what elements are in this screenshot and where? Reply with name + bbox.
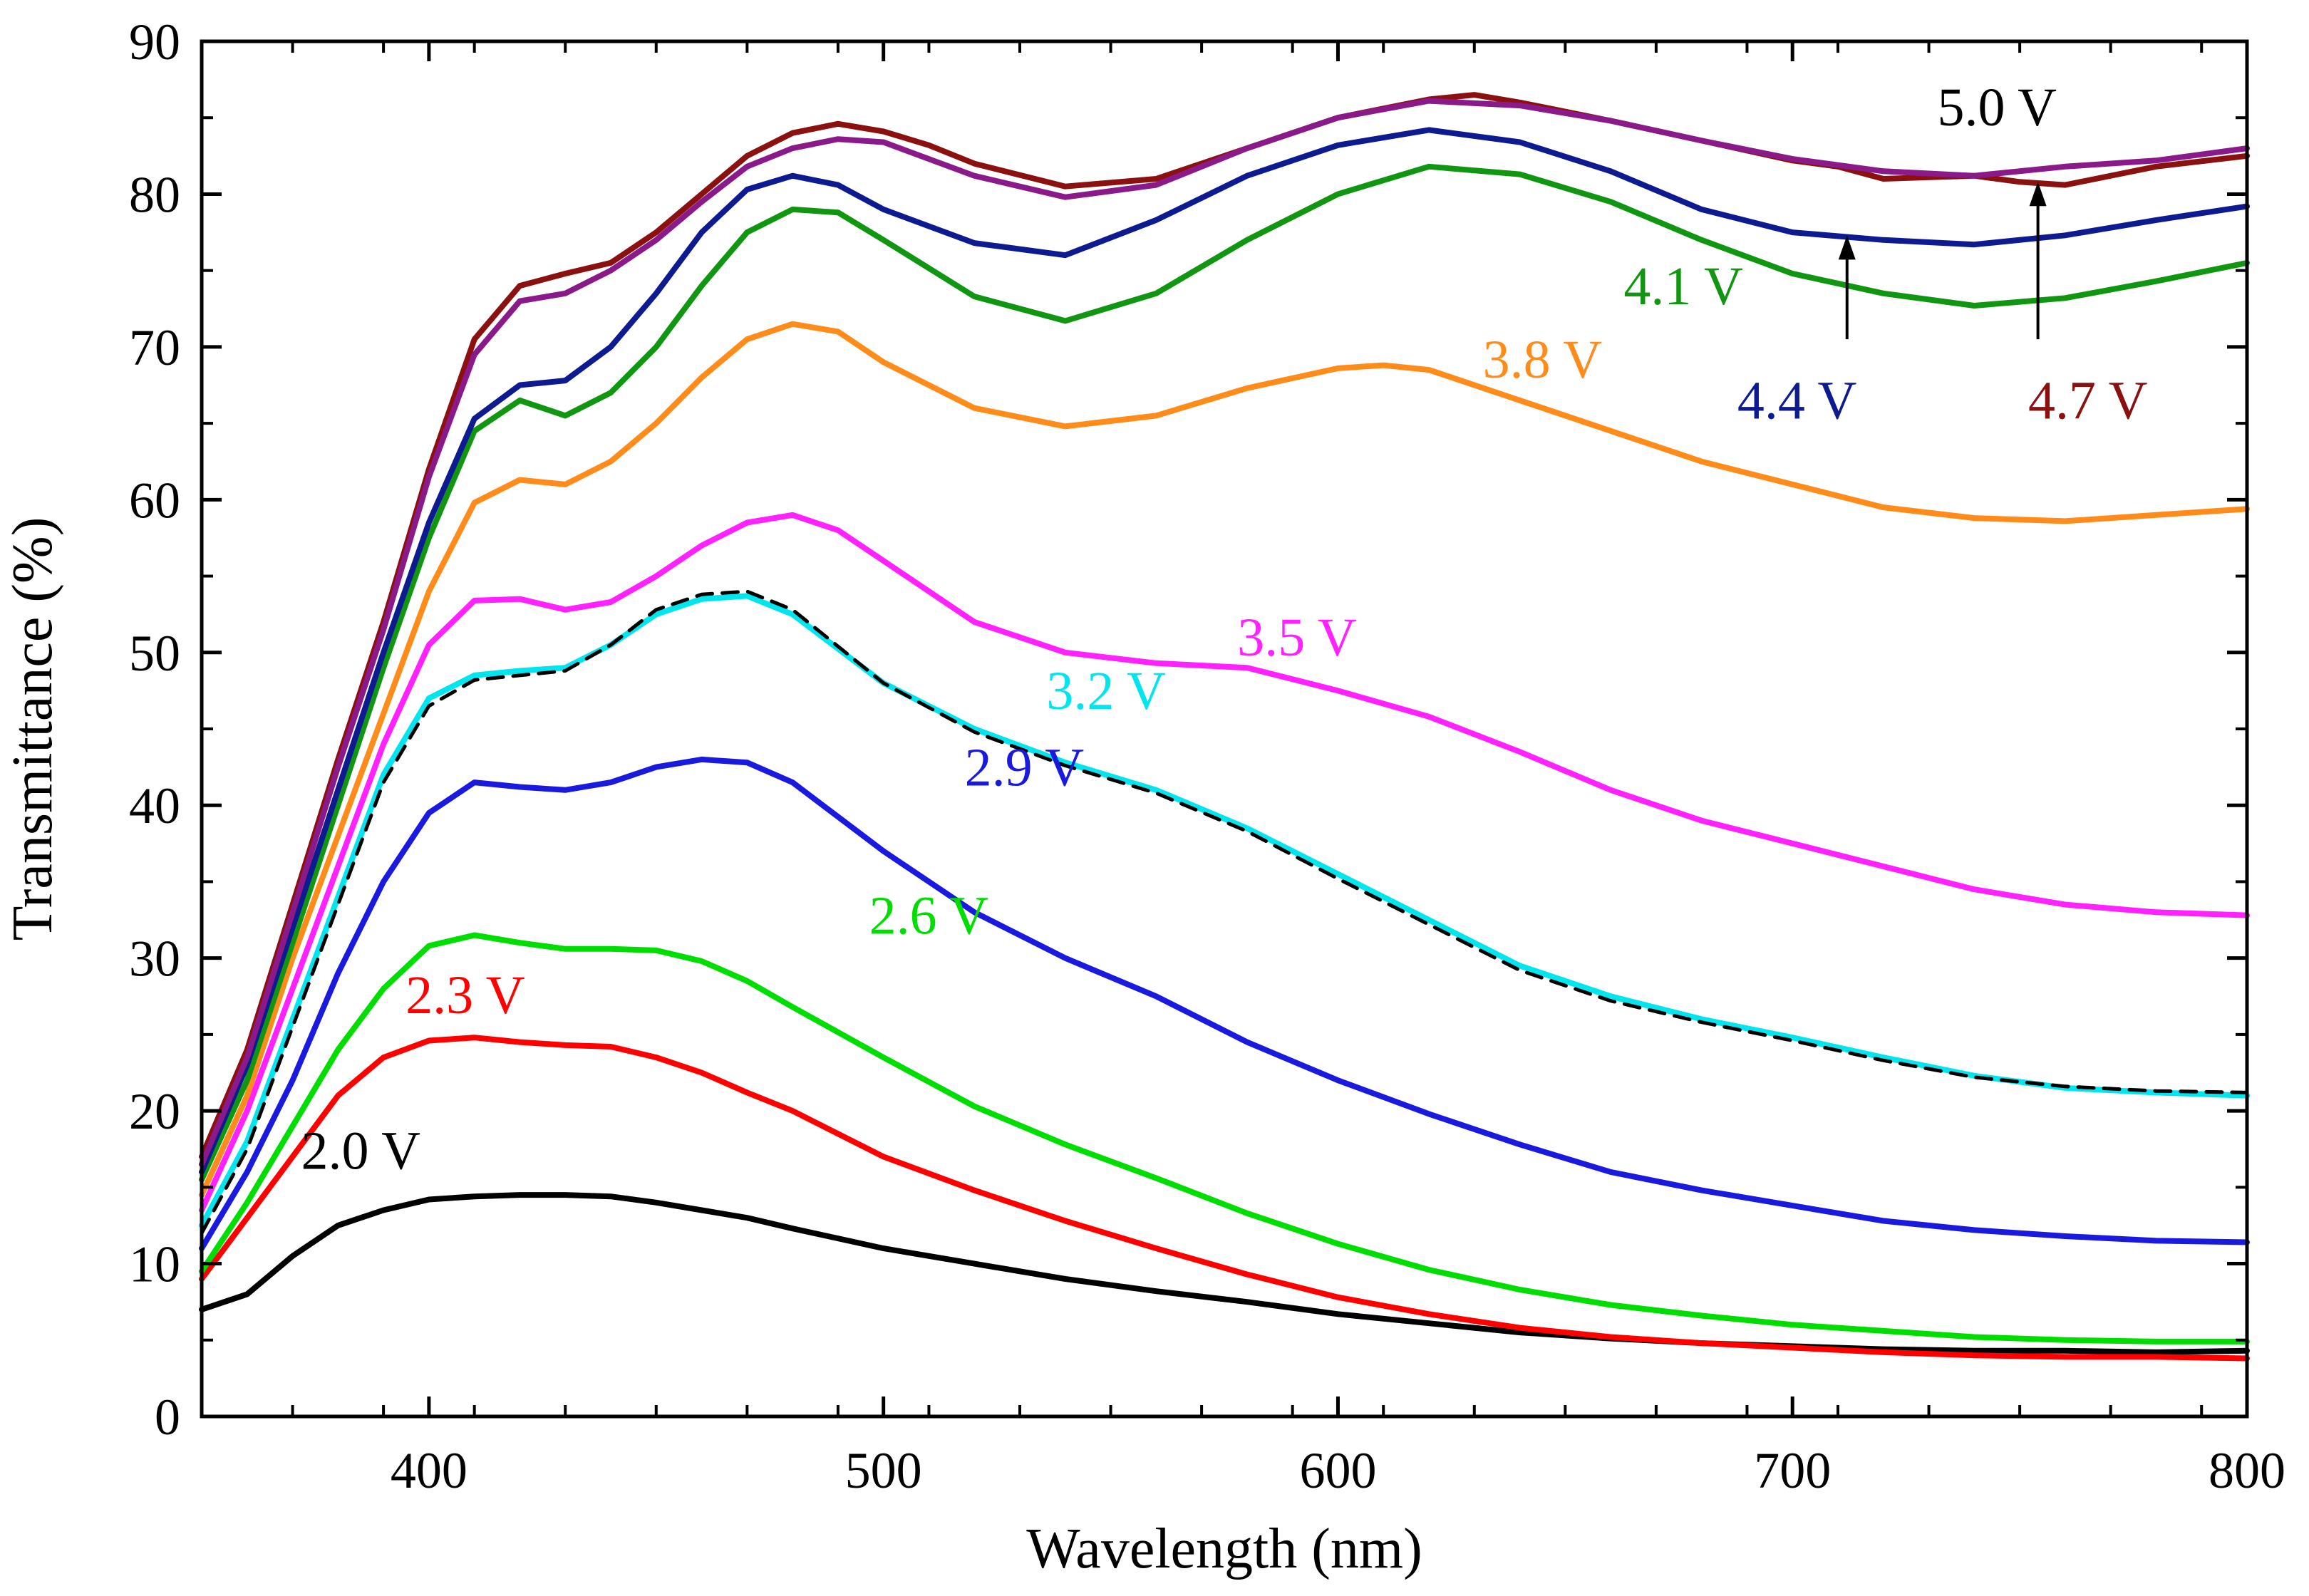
y-tick-label: 60 xyxy=(129,472,180,529)
y-tick-label: 30 xyxy=(129,931,180,988)
series-line-2-9-V xyxy=(199,756,2250,1252)
y-tick-label: 40 xyxy=(129,777,180,834)
x-axis-title: Wavelength (nm) xyxy=(1026,1518,1422,1580)
curve-label-2-6v: 2.6 V xyxy=(869,886,989,945)
curve-label-5-0v: 5.0 V xyxy=(1937,78,2057,138)
curve-label-3-5v: 3.5 V xyxy=(1237,608,1357,668)
y-tick-label: 90 xyxy=(129,14,180,71)
series-line-3-5-V xyxy=(199,512,2250,1213)
series-line-3-2-V xyxy=(199,593,2250,1228)
series-line-2-0-V xyxy=(199,1192,2250,1355)
y-tick-label: 70 xyxy=(129,319,180,376)
arrows-layer xyxy=(1838,182,2047,340)
arrow-4-7v-head xyxy=(2029,182,2047,207)
x-tick-label: 800 xyxy=(2209,1442,2285,1499)
y-tick-label: 80 xyxy=(129,166,180,223)
x-tick-label: 700 xyxy=(1754,1442,1831,1499)
series-layer xyxy=(199,92,2250,1362)
series-line-4-7-V xyxy=(199,92,2250,1160)
series-line-2-6-V xyxy=(199,932,2250,1344)
y-axis-title: Transmittance (%) xyxy=(1,517,64,941)
x-tick-label: 500 xyxy=(845,1442,922,1499)
x-tick-label: 400 xyxy=(391,1442,468,1499)
curve-label-4-4v: 4.4 V xyxy=(1737,371,1857,431)
curve-label-4-7v: 4.7 V xyxy=(2028,371,2148,431)
curve-label-3-8v: 3.8 V xyxy=(1483,330,1603,390)
series-line-dashed xyxy=(200,589,2249,1235)
labels-layer: 5.0 V 4.1 V 3.8 V 4.4 V 4.7 V 3.5 V 3.2 V 2.9 V… xyxy=(301,78,2147,1181)
y-tick-label: 50 xyxy=(129,625,180,682)
series-line-4-4-V xyxy=(199,127,2250,1175)
y-tick-label: 0 xyxy=(155,1389,180,1446)
arrow-4-4v-head xyxy=(1838,235,1856,260)
x-tick-label: 600 xyxy=(1299,1442,1376,1499)
curve-label-4-1v: 4.1 V xyxy=(1623,256,1743,316)
y-tick-label: 10 xyxy=(129,1236,180,1293)
curve-label-2-0v: 2.0 V xyxy=(301,1121,420,1181)
curve-label-2-9v: 2.9 V xyxy=(965,737,1085,797)
series-line-2-3-V xyxy=(199,1035,2250,1362)
plot-frame xyxy=(200,39,2249,1419)
series-line-5-0-V xyxy=(199,98,2250,1168)
ticks-layer: 400 500 600 700 800 0 10 20 30 40 50 60 70 80 90 xyxy=(129,14,2285,1499)
curve-label-2-3v: 2.3 V xyxy=(406,965,525,1025)
y-tick-label: 20 xyxy=(129,1083,180,1140)
series-line-3-8-V xyxy=(199,321,2250,1198)
series-line-4-1-V xyxy=(199,163,2250,1183)
curve-label-3-2v: 3.2 V xyxy=(1046,661,1166,721)
